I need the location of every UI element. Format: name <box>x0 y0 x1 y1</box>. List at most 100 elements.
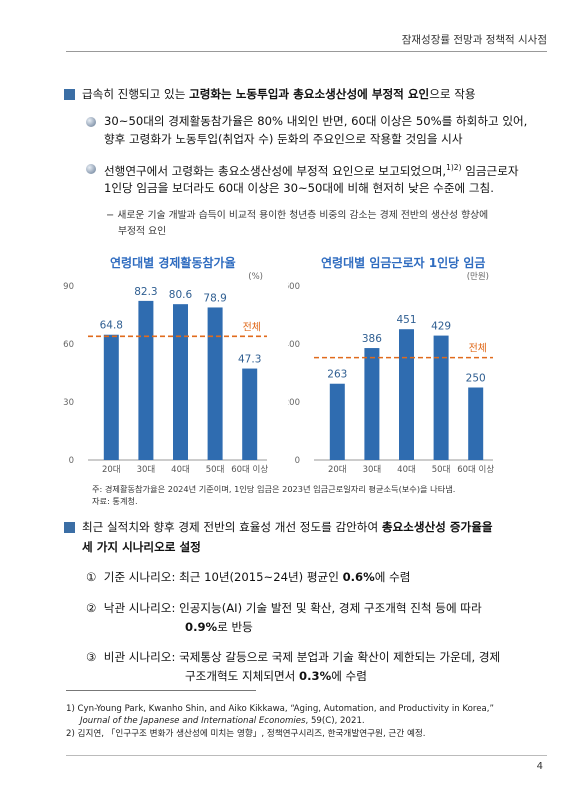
category-label: 30대 <box>363 465 382 475</box>
bar <box>433 335 449 460</box>
bullet2-line2: 1인당 임금을 보더라도 60대 이상은 30~50대에 비해 현저히 낮은 수… <box>104 181 494 195</box>
header-divider <box>66 51 547 52</box>
y-tick-label: 200 <box>288 398 300 408</box>
section-heading-2: 최근 실적치와 향후 경제 전반의 효율성 개선 정도를 감안하여 총요소생산성… <box>82 518 493 536</box>
bar <box>138 300 154 460</box>
dash-line1: − 새로운 기술 개발과 습득이 비교적 용이한 청년층 비중의 감소는 경제 … <box>106 210 489 221</box>
scenario-number: ③ <box>86 650 97 664</box>
scenario-label: 낙관 시나리오: <box>103 601 176 615</box>
data-label: 78.9 <box>203 292 226 304</box>
data-label: 64.8 <box>100 320 123 332</box>
footnote-2: 2) 김지연, 「인구구조 변화가 생산성에 미치는 영향」, 정책연구시리즈,… <box>66 729 426 739</box>
footnote-1-line2: Journal of the Japanese and Internationa… <box>80 715 365 727</box>
bullet-ball-icon <box>86 117 96 127</box>
bar <box>364 348 380 460</box>
category-label: 60대 이상 <box>457 464 494 475</box>
scenario-2: ② 낙관 시나리오: 인공지능(AI) 기술 발전 및 확산, 경제 구조개혁 … <box>86 599 482 617</box>
journal-name: Journal of the Japanese and Internationa… <box>80 716 306 726</box>
y-tick-label: 90 <box>63 282 74 292</box>
dash-line2: 부정적 요인 <box>118 226 167 237</box>
section-heading-1: 급속히 진행되고 있는 고령화는 노동투입과 총요소생산성에 부정적 요인으로 … <box>82 85 476 103</box>
bar <box>207 307 223 460</box>
scenario-text: 최근 10년(2015~24년) 평균인 <box>179 570 343 584</box>
bullet-ball-icon <box>86 164 96 174</box>
section-square-icon <box>64 522 75 533</box>
bold-span: 고령화는 노동투입과 총요소생산성에 부정적 요인 <box>189 87 430 101</box>
bar <box>329 383 345 460</box>
bullet2-line1: 선행연구에서 고령화는 총요소생산성에 부정적 요인으로 보고되었으며,1)2)… <box>104 159 519 180</box>
scenario-text: 에 수렴 <box>331 669 367 683</box>
footnote-text: , 59(C), 2021. <box>305 716 365 726</box>
y-tick-label: 400 <box>288 340 300 350</box>
text-span: 임금근로자 <box>461 163 519 178</box>
chart1-title: 연령대별 경제활동참가율 <box>110 256 236 270</box>
category-label: 20대 <box>102 465 121 475</box>
data-label: 386 <box>362 333 382 345</box>
scenario-number: ② <box>86 601 97 615</box>
text-span: 급속히 진행되고 있는 <box>82 87 190 101</box>
chart-note: 주: 경제활동참가율은 2024년 기준이며, 1인당 임금은 2023년 임금… <box>92 484 456 494</box>
running-header: 잠재성장률 전망과 정책적 시사점 <box>401 34 547 46</box>
category-label: 50대 <box>432 465 451 475</box>
bar <box>173 304 188 460</box>
category-label: 40대 <box>397 465 416 475</box>
bold-span: 총요소생산성 증가율을 <box>381 520 493 534</box>
scenario-2-line2: 0.9%로 반등 <box>185 618 253 636</box>
scenario-text: 인공지능(AI) 기술 발전 및 확산, 경제 구조개혁 진척 등에 따라 <box>179 601 482 615</box>
bar <box>242 368 258 460</box>
y-tick-label: 600 <box>288 282 300 292</box>
scenario-label: 기준 시나리오: <box>103 570 176 584</box>
data-label: 263 <box>327 369 347 381</box>
chart1-svg: (%) 0 30 60 90 64.8 20대 82.3 30대 80.6 40대 78.9 50대 47… <box>63 272 268 475</box>
data-label: 250 <box>466 373 486 385</box>
bullet1-line1: 30~50대의 경제활동참가율은 80% 내외인 반면, 60대 이상은 50%… <box>104 114 528 128</box>
scenario-value: 0.6% <box>342 570 375 584</box>
footnote-text: 1) Cyn-Young Park, Kwanho Shin, and Aiko… <box>66 704 494 714</box>
average-label: 전체 <box>243 321 261 333</box>
section-heading-2-line2: 세 가지 시나리오로 설정 <box>82 538 201 556</box>
scenario-text: 로 반등 <box>217 620 253 634</box>
footnote-divider <box>66 690 256 691</box>
bold-span: 세 가지 시나리오로 설정 <box>82 540 201 554</box>
data-label: 429 <box>431 321 451 333</box>
y-tick-label: 30 <box>63 398 74 408</box>
bar <box>103 334 119 460</box>
average-label: 전체 <box>469 343 487 355</box>
bar <box>399 329 414 460</box>
category-label: 30대 <box>137 465 156 475</box>
scenario-value: 0.3% <box>299 669 332 683</box>
data-label: 82.3 <box>134 286 157 298</box>
category-label: 50대 <box>206 465 225 475</box>
scenario-text: 에 수렴 <box>374 570 411 584</box>
scenario-text: 국제통상 갈등으로 국제 분업과 기술 확산이 제한되는 가운데, 경제 <box>179 650 501 664</box>
scenario-3-line2: 구조개혁도 지체되면서 0.3%에 수렴 <box>185 667 367 685</box>
chart2-title: 연령대별 임금근로자 1인당 임금 <box>321 256 486 270</box>
category-label: 40대 <box>171 465 190 475</box>
chart2-svg: (만원) 0 200 400 600 263 20대 386 30대 451 40대 429 50대 25… <box>288 272 494 475</box>
y-tick-label: 60 <box>63 340 74 350</box>
scenario-value: 0.9% <box>185 620 218 634</box>
unit-label: (만원) <box>467 272 489 282</box>
data-label: 47.3 <box>238 354 261 366</box>
chart-source: 자료: 통계청. <box>92 496 138 506</box>
page-number: 4 <box>536 761 543 772</box>
text-span: 최근 실적치와 향후 경제 전반의 효율성 개선 정도를 감안하여 <box>82 520 382 534</box>
scenario-text: 구조개혁도 지체되면서 <box>185 669 300 683</box>
data-label: 451 <box>396 314 416 326</box>
scenario-label: 비관 시나리오: <box>103 650 176 664</box>
category-label: 60대 이상 <box>231 464 268 475</box>
section-square-icon <box>64 89 75 100</box>
data-label: 80.6 <box>169 289 193 301</box>
y-tick-label: 0 <box>295 456 300 466</box>
y-tick-label: 0 <box>69 456 74 466</box>
text-span: 으로 작용 <box>429 87 476 101</box>
footer-divider <box>66 755 547 756</box>
text-span: 선행연구에서 고령화는 총요소생산성에 부정적 요인으로 보고되었으며, <box>104 163 447 178</box>
bullet1-line2: 향후 고령화가 노동투입(취업자 수) 둔화의 주요인으로 작용할 것임을 시사 <box>104 132 463 146</box>
footnote-1: 1) Cyn-Young Park, Kwanho Shin, and Aiko… <box>66 703 494 715</box>
category-label: 20대 <box>328 465 347 475</box>
scenario-number: ① <box>86 570 97 584</box>
scenario-3: ③ 비관 시나리오: 국제통상 갈등으로 국제 분업과 기술 확산이 제한되는 … <box>86 648 500 666</box>
scenario-1: ① 기준 시나리오: 최근 10년(2015~24년) 평균인 0.6%에 수렴 <box>86 568 410 586</box>
bar <box>468 387 484 460</box>
